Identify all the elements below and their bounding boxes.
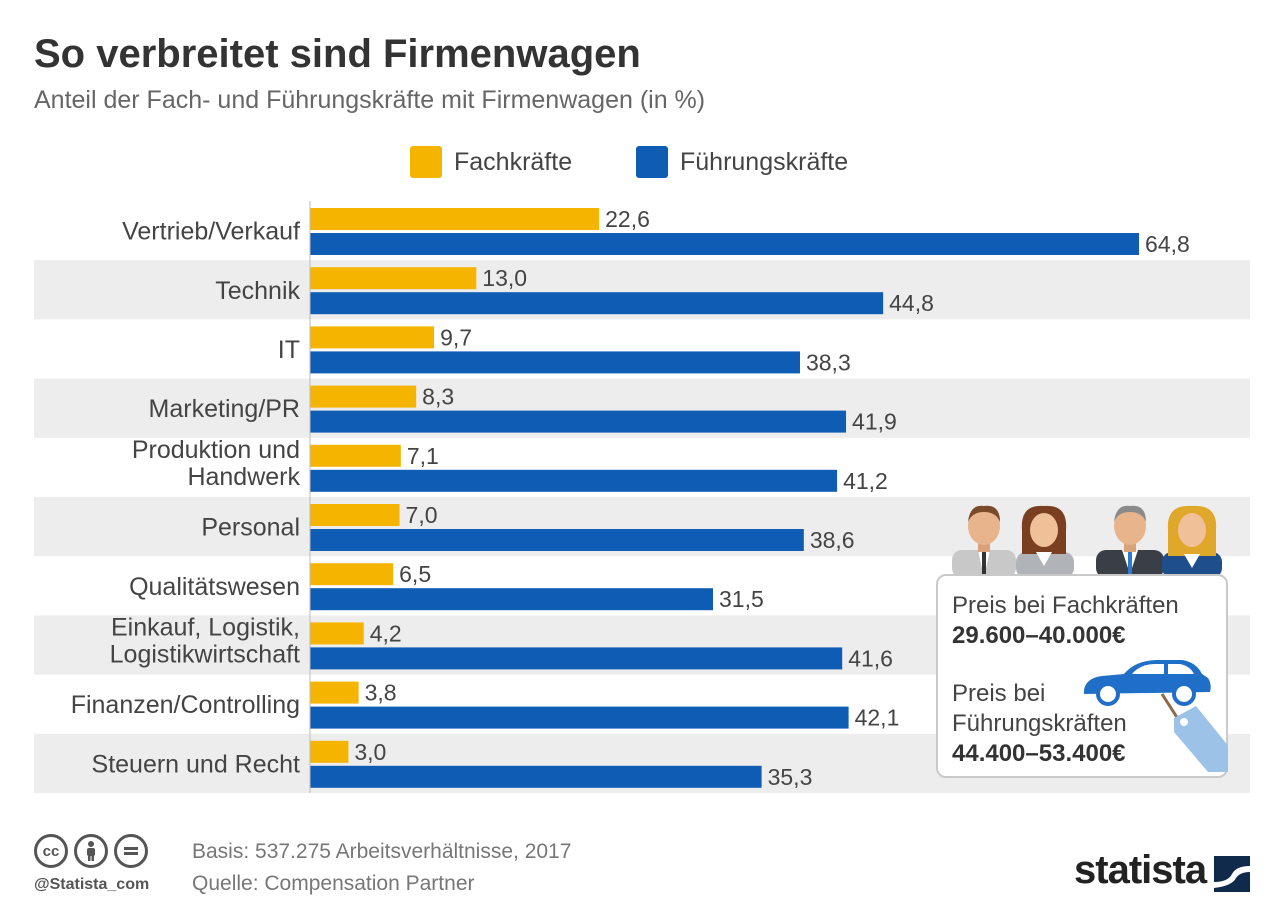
bar-fuehrungskraefte [310, 765, 762, 788]
category-label: Steuern und Recht [92, 750, 301, 778]
category-label: IT [278, 336, 300, 364]
category-label: Technik [215, 277, 300, 305]
legend-swatch-fachkraefte [410, 146, 442, 178]
value-label: 3,0 [354, 739, 386, 765]
category-label-line: Logistikwirtschaft [110, 640, 300, 668]
bar-fachkraefte [310, 208, 600, 230]
value-label: 42,1 [855, 705, 900, 731]
cc-icon: cc [34, 834, 68, 868]
bar-fuehrungskraefte [310, 292, 884, 315]
category-label: Marketing/PR [149, 395, 300, 423]
legend-label-fuehrungskraefte: Führungskräfte [680, 147, 849, 176]
chart-title: So verbreitet sind Firmenwagen [34, 32, 641, 76]
bar-fachkraefte [310, 385, 417, 408]
fuehrung-price-label-1: Preis bei [952, 680, 1046, 707]
value-label: 64,8 [1145, 231, 1190, 257]
category-label: Finanzen/Controlling [71, 691, 300, 719]
value-label: 4,2 [370, 620, 402, 646]
legend-swatch-fuehrungskraefte [636, 146, 668, 178]
fuehrung-price-value: 44.400–53.400€ [952, 740, 1126, 767]
price-callout: Preis bei Fachkräften 29.600–40.000€ Pre… [936, 574, 1228, 778]
fach-price-label: Preis bei Fachkräften [952, 592, 1179, 619]
bar-fachkraefte [310, 267, 477, 290]
value-label: 8,3 [422, 384, 454, 410]
category-label-line: Produktion und [132, 436, 300, 464]
value-label: 38,6 [810, 527, 855, 553]
value-label: 41,6 [848, 645, 893, 671]
category-label: Produktion und Handwerk [132, 436, 301, 491]
fach-price-value: 29.600–40.000€ [952, 622, 1126, 649]
fuehrung-price-label-2: Führungskräften [952, 710, 1127, 737]
bar-fuehrungskraefte [310, 647, 843, 670]
bar-fachkraefte [310, 504, 400, 526]
statista-handle: @Statista_com [34, 876, 150, 893]
bar-fuehrungskraefte [310, 233, 1139, 255]
value-label: 44,8 [889, 290, 934, 316]
value-label: 13,0 [482, 265, 527, 291]
license-icons: cc [34, 834, 148, 868]
car-price-tag-icon [1084, 660, 1228, 772]
value-label: 3,8 [365, 680, 397, 706]
bar-fuehrungskraefte [310, 351, 800, 374]
bar-fuehrungskraefte [310, 706, 849, 729]
category-label-line: Einkauf, Logistik, [111, 613, 300, 641]
bar-fuehrungskraefte [310, 588, 713, 611]
category-label: Personal [201, 514, 300, 542]
footer-basis: Basis: 537.275 Arbeitsverhältnisse, 2017 [192, 840, 572, 863]
value-label: 41,9 [852, 409, 897, 435]
legend-item-fachkraefte: Fachkräfte [410, 146, 572, 178]
value-label: 38,3 [806, 349, 851, 375]
footer-source: Quelle: Compensation Partner [192, 872, 475, 895]
statista-logo[interactable]: statista [1074, 848, 1207, 892]
value-label: 31,5 [719, 586, 764, 612]
bar-fuehrungskraefte [310, 410, 847, 433]
legend-label-fachkraefte: Fachkräfte [454, 147, 573, 176]
value-label: 35,3 [768, 764, 813, 790]
value-label: 41,2 [843, 468, 888, 494]
legend: Fachkräfte Führungskräfte [0, 146, 1280, 182]
category-label: Qualitätswesen [129, 573, 300, 601]
nd-icon [114, 834, 148, 868]
value-label: 9,7 [440, 324, 472, 350]
category-label-line: Handwerk [187, 463, 300, 491]
value-label: 7,0 [406, 502, 438, 528]
bar-fachkraefte [310, 681, 359, 704]
value-label: 6,5 [399, 561, 431, 587]
category-label: Vertrieb/Verkauf [122, 218, 300, 246]
bar-fachkraefte [310, 563, 394, 586]
bar-fuehrungskraefte [310, 529, 804, 551]
bar-fuehrungskraefte [310, 469, 838, 492]
value-label: 22,6 [605, 206, 650, 232]
bar-fachkraefte [310, 326, 435, 349]
bar-fachkraefte [310, 622, 364, 645]
value-label: 7,1 [407, 443, 439, 469]
statista-logo-icon[interactable] [1214, 856, 1250, 892]
by-icon [74, 834, 108, 868]
legend-item-fuehrungskraefte: Führungskräfte [636, 146, 848, 178]
category-label: Einkauf, Logistik, Logistikwirtschaft [110, 613, 300, 668]
people-icon [952, 505, 1222, 578]
bar-fachkraefte [310, 740, 349, 763]
bar-fachkraefte [310, 444, 401, 467]
chart-subtitle: Anteil der Fach- und Führungskräfte mit … [34, 86, 706, 114]
